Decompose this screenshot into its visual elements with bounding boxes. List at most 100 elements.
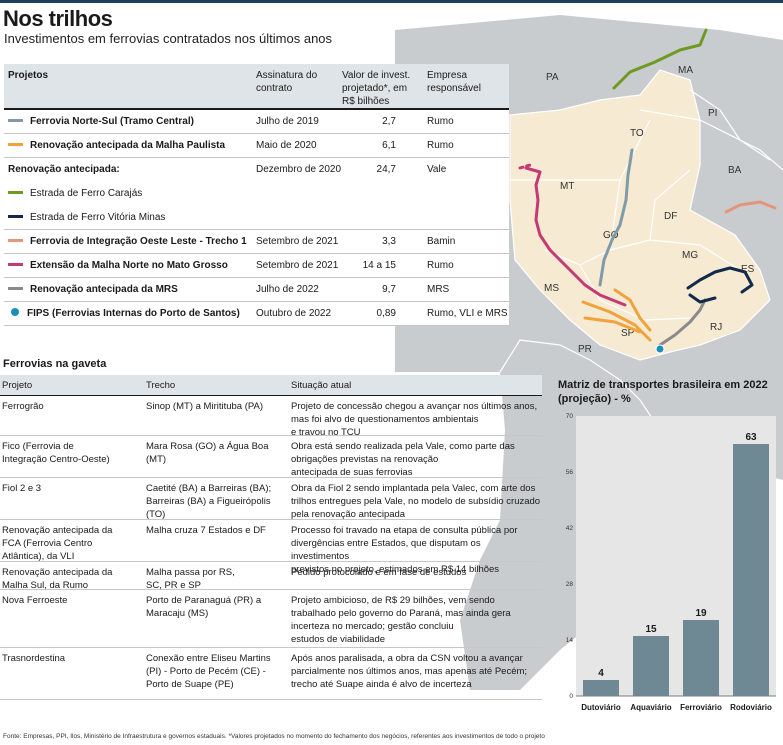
project-row: Ferrovia Norte-Sul (Tramo Central) Julho … bbox=[4, 110, 509, 134]
shelved-stretch-line: SC, PR e SP bbox=[146, 580, 201, 591]
shelved-status-line: Obra está sendo realizada pela Vale, com… bbox=[291, 441, 515, 452]
shelved-project: Trasnordestina bbox=[2, 652, 142, 665]
project-row: Renovação antecipada: Dezembro de 2020 24,… bbox=[4, 158, 509, 182]
shelved-stretch-line: Caetité (BA) a Barreiras (BA); bbox=[146, 483, 272, 494]
shelved-status: Pedido protocolado e em fase de estudos bbox=[291, 566, 541, 579]
shelved-status-line: antecipada de suas ferrovias bbox=[291, 467, 413, 478]
shelved-project-line: Fico (Ferrovia de bbox=[2, 441, 74, 452]
header-value: Valor de invest. projetado*, em R$ bilhõ… bbox=[342, 70, 411, 107]
shelved-stretch-line: Maracaju (MS) bbox=[146, 608, 209, 619]
project-name: Ferrovia de Integração Oeste Leste - Tre… bbox=[8, 236, 247, 248]
project-date: Julho de 2022 bbox=[256, 284, 319, 295]
chart-bar bbox=[683, 620, 719, 696]
project-company: Bamin bbox=[427, 236, 456, 247]
projects-table-header: Projetos Assinatura do contrato Valor de… bbox=[4, 64, 509, 110]
shelved-stretch: Sinop (MT) a Miritituba (PA) bbox=[146, 400, 286, 413]
shelved-project-line: Ferrogrão bbox=[2, 401, 44, 412]
shelved-row: Nova Ferroeste Porto de Paranaguá (PR) a M… bbox=[0, 590, 542, 648]
project-name: Extensão da Malha Norte no Mato Grosso bbox=[8, 260, 228, 272]
shelved-stretch-line: Porto de Paranaguá (PR) a bbox=[146, 595, 262, 606]
shelved-project: Fiol 2 e 3 bbox=[2, 482, 142, 495]
state-label: GO bbox=[603, 230, 619, 241]
shelved-stretch: Malha cruza 7 Estados e DF bbox=[146, 524, 286, 537]
project-value: 24,7 bbox=[376, 164, 396, 175]
legend-line-swatch bbox=[8, 190, 23, 194]
shelved-stretch: Porto de Paranaguá (PR) a Maracaju (MS) bbox=[146, 594, 286, 620]
project-row: Estrada de Ferro Carajás bbox=[4, 182, 509, 206]
shelved-project-line: Nova Ferroeste bbox=[2, 595, 68, 606]
category-label: Rodoviário bbox=[730, 703, 772, 712]
project-date: Setembro de 2021 bbox=[256, 260, 339, 271]
shelved-status: Após anos paralisada, a obra da CSN volt… bbox=[291, 652, 541, 691]
highlight-states bbox=[509, 69, 771, 361]
header-shelved-status: Situação atual bbox=[291, 380, 352, 391]
y-tick-label: 70 bbox=[566, 413, 574, 420]
shelved-status-line: Processo foi travado na etapa de consult… bbox=[291, 525, 518, 536]
state-label: PR bbox=[578, 344, 592, 355]
shelved-status-line: obrigações previstas na renovação bbox=[291, 454, 439, 465]
state-label: TO bbox=[630, 128, 644, 139]
norte-sul-rail bbox=[598, 148, 634, 287]
state-label: ES bbox=[741, 264, 755, 275]
fiol-rail bbox=[724, 200, 777, 214]
transport-matrix-chart: 0 14 28 42 56 70 4 Dutoviário 15 Aquaviário 19 Ferr… bbox=[566, 413, 776, 712]
project-name: Estrada de Ferro Vitória Minas bbox=[8, 212, 165, 224]
shelved-status: Projeto ambicioso, de R$ 29 bilhões, vem… bbox=[291, 594, 541, 646]
project-name: Ferrovia Norte-Sul (Tramo Central) bbox=[8, 116, 194, 128]
shelved-title: Ferrovias na gaveta bbox=[3, 358, 107, 370]
category-label: Dutoviário bbox=[581, 703, 621, 712]
project-date: Maio de 2020 bbox=[256, 140, 317, 151]
bar-value-label: 19 bbox=[695, 608, 707, 619]
shelved-stretch: Mara Rosa (GO) a Água Boa (MT) bbox=[146, 440, 286, 466]
state-labels: PA MA PI TO BA MT DF GO MG ES MS SP RJ P… bbox=[544, 65, 755, 355]
shelved-project-line: Renovação antecipada da bbox=[2, 567, 113, 578]
project-name-text: FIPS (Ferrovias Internas do Porto de San… bbox=[27, 308, 240, 319]
state-label: PA bbox=[546, 72, 559, 83]
shelved-row: Ferrogrão Sinop (MT) a Miritituba (PA) Pro… bbox=[0, 396, 542, 439]
shelved-stretch-line: (TO) bbox=[146, 509, 166, 520]
shelved-table-header: Projeto Trecho Situação atual bbox=[0, 375, 542, 396]
shelved-table: Projeto Trecho Situação atual Ferrogrão S… bbox=[0, 375, 542, 700]
shelved-row: Renovação antecipada da FCA (Ferrovia Cen… bbox=[0, 520, 542, 575]
projects-table: Projetos Assinatura do contrato Valor de… bbox=[4, 64, 509, 326]
project-value: 6,1 bbox=[382, 140, 396, 151]
shelved-status-line: pela renovação antecipada bbox=[291, 509, 406, 520]
shelved-stretch-line: (PI) - Porto de Pecém (CE) - bbox=[146, 666, 266, 677]
shelved-stretch-line: Sinop (MT) a Miritituba (PA) bbox=[146, 401, 264, 412]
shelved-row: Fico (Ferrovia de Integração Centro-Oeste… bbox=[0, 436, 542, 478]
project-row: FIPS (Ferrovias Internas do Porto de San… bbox=[4, 302, 509, 326]
shelved-status: Projeto de concessão chegou a avançar no… bbox=[291, 400, 541, 439]
shelved-row: Trasnordestina Conexão entre Eliseu Marti… bbox=[0, 648, 542, 700]
shelved-status-line: Obra da Fiol 2 sendo implantada pela Val… bbox=[291, 483, 536, 494]
project-company: Rumo bbox=[427, 260, 454, 271]
project-value: 3,3 bbox=[382, 236, 396, 247]
shelved-table-body: Ferrogrão Sinop (MT) a Miritituba (PA) Pro… bbox=[0, 396, 542, 700]
project-row: Estrada de Ferro Vitória Minas bbox=[4, 206, 509, 230]
legend-dot-swatch bbox=[11, 308, 19, 317]
legend-line-swatch bbox=[8, 214, 23, 218]
y-tick-label: 56 bbox=[566, 469, 574, 476]
y-tick-label: 28 bbox=[566, 581, 574, 588]
y-tick-label: 14 bbox=[566, 637, 574, 644]
project-name-text: Ferrovia Norte-Sul (Tramo Central) bbox=[30, 116, 194, 127]
project-name-text: Renovação antecipada da MRS bbox=[30, 284, 178, 295]
shelved-status-line: divergências entre Estados, que disputam… bbox=[291, 538, 481, 562]
state-label: MG bbox=[682, 250, 698, 261]
project-name-text: Renovação antecipada: bbox=[8, 164, 120, 175]
shelved-project-line: Renovação antecipada da bbox=[2, 525, 113, 536]
shelved-project-line: Fiol 2 e 3 bbox=[2, 483, 42, 494]
paulista-rail bbox=[581, 288, 652, 342]
coastline-lines bbox=[499, 89, 771, 431]
header-shelved-project: Projeto bbox=[2, 380, 33, 391]
page-title: Nos trilhos bbox=[3, 6, 113, 31]
shelved-status-line: Pedido protocolado e em fase de estudos bbox=[291, 567, 467, 578]
shelved-status-line: Projeto ambicioso, de R$ 29 bilhões, vem… bbox=[291, 595, 495, 606]
shelved-status-line: mas foi alvo de questionamentos ambienta… bbox=[291, 414, 479, 425]
state-label: MA bbox=[678, 65, 693, 76]
chart-bar bbox=[633, 636, 669, 696]
header-company: Empresa responsável bbox=[427, 70, 481, 94]
shelved-status-line: estudos de viabilidade bbox=[291, 634, 386, 645]
shelved-stretch: Conexão entre Eliseu Martins (PI) - Porto… bbox=[146, 652, 286, 691]
project-name: Renovação antecipada: bbox=[8, 164, 120, 176]
shelved-stretch-line: Malha cruza 7 Estados e DF bbox=[146, 525, 266, 536]
